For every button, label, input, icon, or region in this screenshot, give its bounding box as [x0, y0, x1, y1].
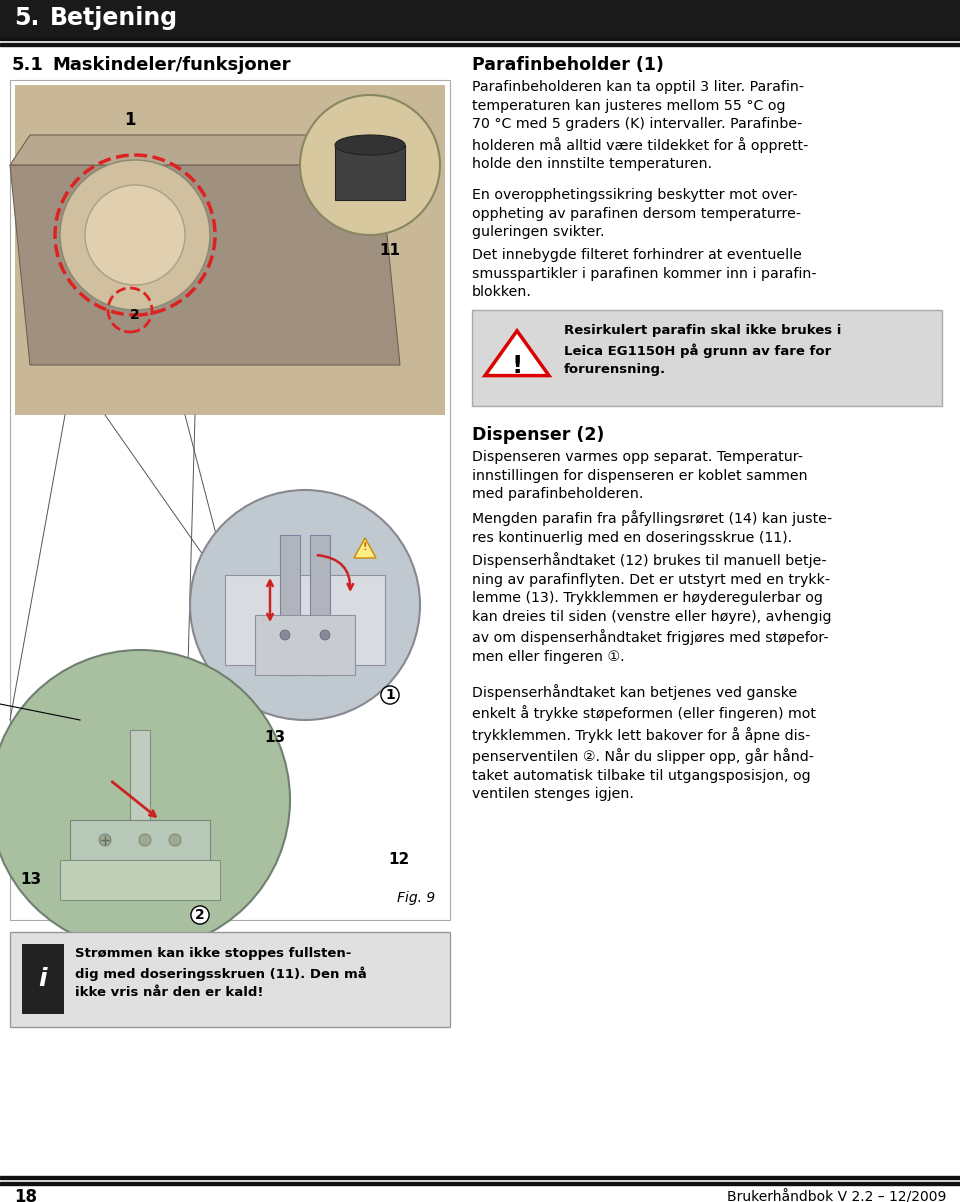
Circle shape	[190, 490, 420, 720]
Text: 11: 11	[379, 243, 400, 258]
Text: 12: 12	[389, 852, 410, 868]
Text: Fig. 9: Fig. 9	[396, 891, 435, 905]
Bar	[255, 615, 355, 676]
Text: Dispenser (2): Dispenser (2)	[472, 426, 605, 444]
Text: Strømmen kan ikke stoppes fullsten-
dig med doseringsskruen (11). Den må
ikke vr: Strømmen kan ikke stoppes fullsten- dig …	[75, 947, 367, 999]
Text: 1: 1	[385, 688, 395, 702]
Text: 2: 2	[195, 908, 204, 922]
Bar	[0, 0, 960, 36]
Text: Dispenserhåndtaket kan betjenes ved ganske
enkelt å trykke støpeformen (eller fi: Dispenserhåndtaket kan betjenes ved gans…	[472, 684, 816, 802]
Polygon shape	[10, 135, 400, 165]
Text: En overopphetingssikring beskytter mot over-
oppheting av parafinen dersom tempe: En overopphetingssikring beskytter mot o…	[472, 188, 802, 239]
Circle shape	[0, 650, 290, 950]
Text: Dispenserhåndtaket (12) brukes til manuell betje-
ning av parafinflyten. Det er : Dispenserhåndtaket (12) brukes til manue…	[472, 552, 831, 664]
Bar	[15, 85, 445, 415]
Text: Mengden parafin fra påfyllingsrøret (14) kan juste-
res kontinuerlig med en dose: Mengden parafin fra påfyllingsrøret (14)…	[472, 510, 832, 545]
Bar	[280, 535, 300, 676]
Text: 1: 1	[124, 111, 135, 129]
Bar	[0, 1176, 960, 1179]
Bar	[0, 1182, 960, 1185]
Circle shape	[60, 160, 210, 310]
Circle shape	[99, 834, 111, 846]
Text: !: !	[363, 542, 368, 552]
Text: 5.1: 5.1	[12, 56, 44, 75]
Text: Betjening: Betjening	[50, 6, 179, 30]
Bar	[130, 730, 150, 889]
Bar	[60, 859, 220, 900]
Polygon shape	[485, 331, 549, 375]
Text: Resirkulert parafin skal ikke brukes i
Leica EG1150H på grunn av fare for
forure: Resirkulert parafin skal ikke brukes i L…	[564, 325, 841, 376]
Bar	[0, 36, 960, 40]
Bar	[10, 932, 450, 1027]
Text: 13: 13	[20, 873, 41, 887]
Text: i: i	[38, 966, 47, 990]
Circle shape	[320, 630, 330, 639]
Circle shape	[169, 834, 181, 846]
Bar	[0, 42, 960, 46]
Bar	[10, 81, 450, 920]
Text: 18: 18	[14, 1188, 37, 1202]
Ellipse shape	[335, 135, 405, 155]
Text: Brukerhåndbok V 2.2 – 12/2009: Brukerhåndbok V 2.2 – 12/2009	[727, 1190, 946, 1202]
Polygon shape	[10, 165, 400, 365]
Bar	[335, 145, 405, 200]
Text: 2: 2	[131, 308, 140, 322]
Text: 13: 13	[264, 730, 285, 745]
Circle shape	[85, 185, 185, 285]
Circle shape	[300, 95, 440, 236]
Circle shape	[139, 834, 151, 846]
Bar	[225, 575, 385, 665]
Bar	[70, 820, 210, 870]
Text: 5.: 5.	[14, 6, 39, 30]
Bar	[472, 310, 942, 406]
Text: !: !	[512, 355, 522, 377]
Text: Dispenseren varmes opp separat. Temperatur-
innstillingen for dispenseren er kob: Dispenseren varmes opp separat. Temperat…	[472, 450, 807, 501]
Text: Parafinbeholder (1): Parafinbeholder (1)	[472, 56, 664, 75]
Circle shape	[280, 630, 290, 639]
Polygon shape	[354, 538, 376, 558]
Text: Det innebygde filteret forhindrer at eventuelle
smusspartikler i parafinen komme: Det innebygde filteret forhindrer at eve…	[472, 248, 817, 299]
Bar	[310, 535, 330, 676]
Text: Maskindeler/funksjoner: Maskindeler/funksjoner	[52, 56, 291, 75]
Bar	[22, 944, 64, 1014]
Text: Parafinbeholderen kan ta opptil 3 liter. Parafin-
temperaturen kan justeres mell: Parafinbeholderen kan ta opptil 3 liter.…	[472, 81, 808, 171]
